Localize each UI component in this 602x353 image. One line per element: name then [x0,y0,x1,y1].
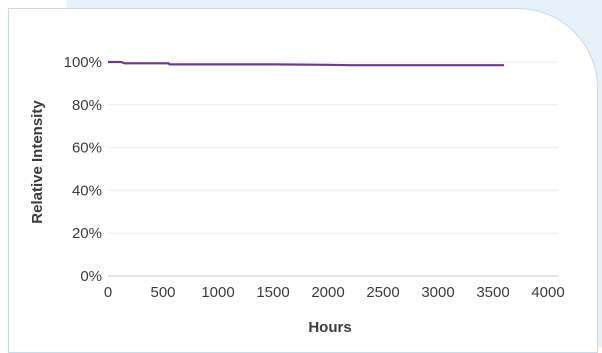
x-tick-labels: 0 500 1000 1500 2000 2500 3000 3500 4000 [104,284,565,301]
y-tick-label: 80% [72,97,102,114]
y-tick-label: 20% [72,225,102,242]
y-tick-label: 60% [72,140,102,157]
series-lines [108,60,504,67]
y-tick-labels: 0% 20% 40% 60% 80% 100% [64,54,102,285]
x-tick-label: 1500 [256,284,289,301]
y-axis-title: Relative Intensity [29,100,46,224]
x-tick-label: 1000 [201,284,234,301]
x-tick-label: 4000 [531,284,564,301]
x-tick-label: 3000 [421,284,454,301]
y-tick-label: 40% [72,182,102,199]
y-tick-label: 0% [80,268,102,285]
y-tick-label: 100% [64,54,102,71]
grid-lines [108,61,558,277]
x-tick-label: 2500 [366,284,399,301]
x-tick-label: 3500 [476,284,509,301]
x-tick-label: 0 [104,284,112,301]
x-axis-title: Hours [308,319,351,336]
series-line [108,60,504,67]
x-tick-label: 500 [150,284,175,301]
x-tick-label: 2000 [311,284,344,301]
